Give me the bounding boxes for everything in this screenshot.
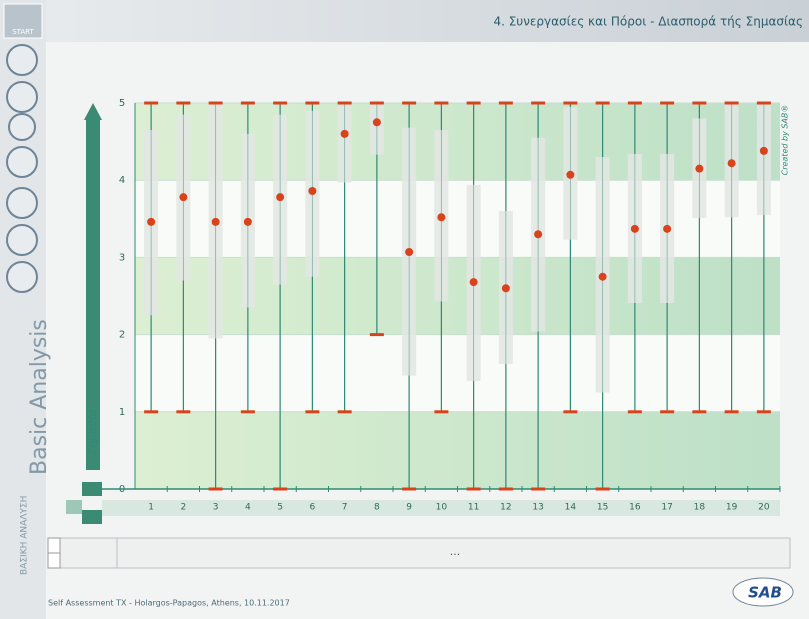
x-tick-label: 20 xyxy=(758,503,770,513)
mean-dot xyxy=(147,217,156,226)
x-tick-label: 15 xyxy=(597,503,608,513)
y-arrow-head xyxy=(84,103,102,120)
band xyxy=(135,180,780,258)
header-title: 4. Συνεργασίες και Πόροι - Διασπορά τής … xyxy=(493,15,803,29)
nav-icon[interactable] xyxy=(6,224,38,256)
mean-dot xyxy=(566,170,575,179)
mean-dot xyxy=(211,217,220,226)
header-bar xyxy=(0,0,809,42)
mean-dot xyxy=(534,230,543,239)
x-tick-label: 9 xyxy=(406,503,412,513)
x-tick-label: 10 xyxy=(436,503,448,513)
y-tick-label: 2 xyxy=(119,330,125,341)
credit: Created by SAB® xyxy=(781,105,790,176)
nav-icon[interactable] xyxy=(6,146,38,178)
y-tick-label: 4 xyxy=(119,175,125,186)
mean-dot xyxy=(598,272,607,281)
sidebar-label-greek: ΒΑΣΙΚΗ ΑΝΑΛΥΣΗ xyxy=(20,496,30,575)
nav-icon[interactable] xyxy=(8,113,36,141)
mean-dot xyxy=(469,278,478,287)
status-text: ... xyxy=(450,545,461,558)
x-tick-label: 14 xyxy=(565,503,577,513)
spin-down[interactable] xyxy=(47,552,61,569)
mean-dot xyxy=(437,213,446,222)
mean-dot xyxy=(372,118,381,127)
x-tick-label: 16 xyxy=(629,503,641,513)
x-tick-label: 2 xyxy=(181,503,187,513)
mean-dot xyxy=(695,164,704,173)
x-tick-label: 4 xyxy=(245,503,251,513)
x-strip xyxy=(102,500,780,516)
status-bar xyxy=(47,537,791,569)
y-tick-label: 1 xyxy=(119,407,125,418)
y-tick-label: 5 xyxy=(119,98,125,109)
sab-logo xyxy=(732,577,794,607)
band xyxy=(135,411,780,489)
nav-icon[interactable] xyxy=(6,261,38,293)
x-tick-label: 13 xyxy=(532,503,543,513)
mean-dot xyxy=(759,146,768,155)
mean-dot xyxy=(308,187,317,196)
sab-logo-text: SAB xyxy=(748,584,782,602)
footer-text: Self Assessment TX - Holargos-Papagos, A… xyxy=(48,599,290,608)
mean-dot xyxy=(405,247,414,256)
band xyxy=(135,103,780,181)
mean-dot xyxy=(243,217,252,226)
x-tick-label: 7 xyxy=(342,503,348,513)
x-tick-label: 5 xyxy=(277,503,283,513)
logo-text: START xyxy=(12,28,34,36)
mean-dot xyxy=(340,129,349,138)
nav-icon[interactable] xyxy=(6,81,38,113)
corner-block xyxy=(82,510,102,524)
band xyxy=(135,257,780,335)
start-logo xyxy=(3,3,43,39)
band xyxy=(135,334,780,412)
x-tick-label: 1 xyxy=(148,503,154,513)
mean-dot xyxy=(727,159,736,168)
mean-dot xyxy=(276,193,285,202)
spin-up[interactable] xyxy=(47,537,61,554)
mean-dot xyxy=(501,284,510,293)
nav-icon[interactable] xyxy=(6,44,38,76)
x-tick-label: 12 xyxy=(500,503,511,513)
mean-dot xyxy=(630,224,639,233)
nav-icons xyxy=(6,44,38,293)
x-tick-label: 17 xyxy=(661,503,672,513)
x-tick-label: 18 xyxy=(694,503,706,513)
mean-dot xyxy=(179,193,188,202)
y-arrow xyxy=(86,118,100,470)
y-axis-label: Σημασία xyxy=(86,408,99,455)
x-tick-label: 8 xyxy=(374,503,380,513)
x-tick-label: 19 xyxy=(726,503,738,513)
nav-icon[interactable] xyxy=(6,187,38,219)
plot: 0123451234567891011121314151617181920 xyxy=(102,98,781,513)
x-tick-label: 6 xyxy=(310,503,316,513)
y-tick-label: 3 xyxy=(119,252,125,263)
sidebar-label: Basic Analysis xyxy=(27,319,52,475)
corner-block xyxy=(82,482,102,496)
x-tick-label: 11 xyxy=(468,503,479,513)
mean-dot xyxy=(663,224,672,233)
x-tick-label: 3 xyxy=(213,503,219,513)
corner-block xyxy=(66,500,82,514)
